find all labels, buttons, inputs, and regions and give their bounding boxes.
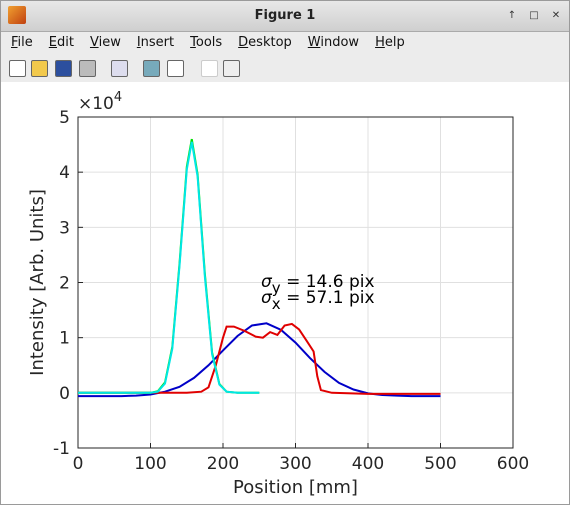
y-exponent-power: 4 [114,90,122,105]
menu-item[interactable]: View [89,35,121,50]
x-tick-label: 300 [279,454,311,474]
x-tick-label: 0 [73,454,84,474]
window-title: Figure 1 [254,8,316,23]
y-tick-label: 5 [59,108,70,128]
menu-item[interactable]: File [11,35,33,50]
annotation-text: = 14.6 pix [281,272,375,292]
save-button[interactable] [55,60,72,77]
y-tick-label: 0 [59,384,70,404]
menu-item[interactable]: Desktop [238,35,292,50]
x-tick-label: 600 [497,454,529,474]
minimize-button[interactable]: ↑ [507,10,517,21]
edit-plot-button[interactable] [201,60,218,77]
title-bar: Figure 1 ↑ □ ✕ [1,1,569,32]
new-figure-button[interactable] [9,60,26,77]
property-inspector-button[interactable] [223,60,240,77]
menu-item[interactable]: Insert [136,35,175,50]
menu-item[interactable]: Help [375,35,405,50]
menu-item[interactable]: Tools [190,35,223,50]
y-tick-label: 2 [59,274,70,294]
annotation: σx = 57.1 pix [261,288,375,313]
data-line [78,322,441,395]
close-button[interactable]: ✕ [551,10,561,21]
toolbar [1,54,569,83]
y-tick-label: -1 [53,439,70,459]
axes-box [77,116,514,449]
annotation-symbol: σ [261,288,273,308]
annotation-symbol: σ [261,272,273,292]
y-tick-label: 3 [59,218,70,238]
x-axis-label: Position [mm] [233,477,358,498]
y-axis-label: Intensity [Arb. Units] [27,189,48,376]
maximize-button[interactable]: □ [529,10,539,21]
x-tick-label: 200 [207,454,239,474]
legend-button[interactable] [167,60,184,77]
y-exponent-base: ×10 [78,94,114,114]
link-button[interactable] [111,60,128,77]
x-tick-label: 400 [352,454,384,474]
app-icon [8,6,26,24]
y-tick-label: 4 [59,163,70,183]
menu-item[interactable]: Edit [48,35,74,50]
print-button[interactable] [79,60,96,77]
menu-item[interactable]: Window [307,35,360,50]
annotation: σy = 14.6 pix [261,272,375,297]
x-tick-label: 500 [424,454,456,474]
annotation-subscript: y [272,279,281,297]
data-line [78,141,260,394]
y-tick-label: 1 [59,329,70,349]
open-button[interactable] [31,60,48,77]
x-tick-label: 100 [134,454,166,474]
annotation-text: = 57.1 pix [281,288,375,308]
colorbar-button[interactable] [143,60,160,77]
menu-bar: File Edit View Insert Tools Desktop Window Help [1,32,569,54]
annotation-subscript: x [272,295,281,313]
y-exponent: ×104 [78,90,122,114]
